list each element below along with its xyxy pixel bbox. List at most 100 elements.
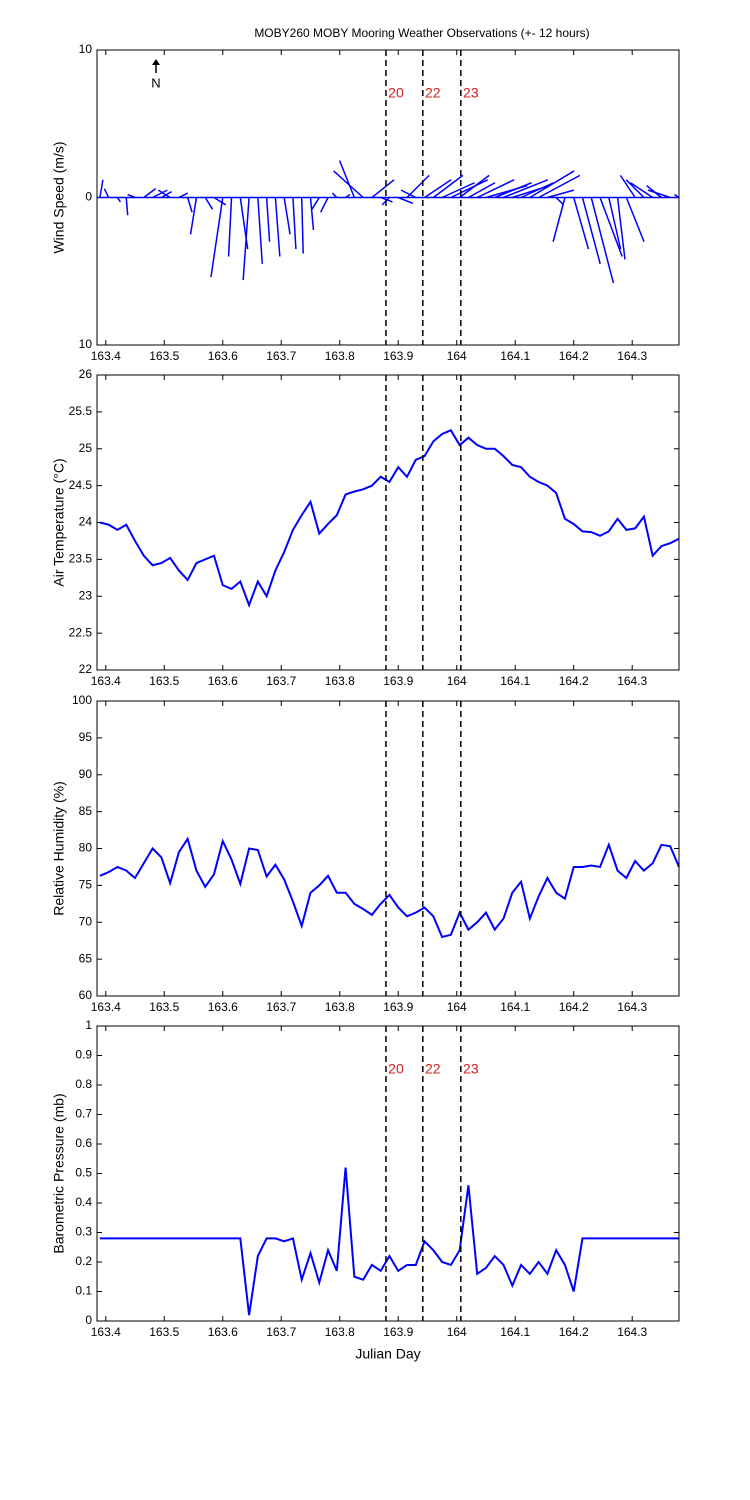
x-tick-label: 163.9	[383, 349, 413, 363]
wind-stick	[213, 196, 227, 206]
x-tick-label: 163.9	[383, 674, 413, 688]
wind-stick	[476, 179, 515, 199]
wind-stick	[468, 182, 496, 199]
wind-stick	[311, 197, 320, 210]
wind-stick	[450, 179, 489, 199]
wind-stick	[520, 182, 554, 199]
wind-stick	[274, 197, 281, 257]
wind-stick	[630, 182, 654, 199]
plot-frame	[96, 700, 680, 997]
event-label: 22	[425, 85, 441, 101]
wind-stick	[590, 197, 615, 284]
y-tick-label: 70	[79, 914, 93, 928]
y-axis-label: Wind Speed (m/s)	[51, 141, 67, 253]
x-tick-label: 163.8	[325, 1325, 355, 1339]
event-label: 23	[463, 1061, 479, 1077]
y-tick-label: 23	[79, 588, 93, 602]
wind-stick	[127, 193, 136, 199]
event-label: 23	[463, 85, 479, 101]
wind-stick	[319, 197, 329, 213]
plot-frame	[96, 374, 680, 671]
x-tick-label: 163.8	[325, 1000, 355, 1014]
y-tick-label: 24.5	[69, 478, 93, 492]
wind-stick	[459, 174, 490, 199]
y-tick-label: 24	[79, 515, 93, 529]
x-tick-label: 163.7	[266, 674, 296, 688]
x-tick-label: 163.7	[266, 1325, 296, 1339]
wind-stick	[103, 188, 110, 198]
x-tick-label: 164.1	[500, 349, 530, 363]
y-tick-label: 60	[79, 988, 93, 1002]
y-tick-label: 0.7	[75, 1107, 92, 1121]
event-label: 20	[388, 85, 404, 101]
plot-frame	[96, 49, 680, 346]
y-tick-label: 0.1	[75, 1284, 92, 1298]
north-arrow-head	[152, 59, 160, 65]
x-tick-label: 163.6	[208, 349, 238, 363]
event-label: 22	[425, 1061, 441, 1077]
x-tick-label: 163.5	[149, 1325, 179, 1339]
wind-stick	[338, 160, 356, 198]
wind-stick	[227, 197, 233, 257]
x-tick-label: 163.4	[91, 1000, 121, 1014]
x-tick-label: 164.3	[617, 674, 647, 688]
wind-stick	[210, 197, 224, 278]
wind-stick	[99, 179, 104, 198]
wind-stick	[538, 174, 581, 199]
wind-stick	[257, 197, 264, 264]
y-tick-label: 65	[79, 951, 93, 965]
y-tick-label: 22	[79, 662, 93, 676]
x-tick-label: 163.9	[383, 1000, 413, 1014]
wind-stick	[581, 197, 601, 265]
wind-stick	[619, 174, 636, 198]
wind-stick	[555, 196, 565, 206]
y-tick-label: 0.6	[75, 1136, 92, 1150]
x-tick-label: 163.7	[266, 349, 296, 363]
wind-stick	[400, 189, 417, 199]
wind-stick	[397, 196, 414, 205]
wind-stick	[116, 197, 122, 203]
y-tick-label: 25.5	[69, 404, 93, 418]
y-tick-label: 10	[79, 337, 93, 351]
x-tick-label: 164.1	[500, 1000, 530, 1014]
wind-stick	[331, 192, 338, 199]
plot-frame	[96, 1025, 680, 1322]
y-tick-label: 100	[72, 693, 92, 707]
north-label: N	[151, 75, 160, 90]
x-tick-label: 164.3	[617, 349, 647, 363]
wind-stick	[432, 174, 464, 199]
x-tick-label: 163.6	[208, 1325, 238, 1339]
y-tick-label: 85	[79, 804, 93, 818]
wind-stick	[406, 174, 430, 199]
wind-stick	[599, 197, 623, 257]
data-line	[99, 1167, 679, 1316]
y-tick-label: 1	[85, 1018, 92, 1032]
wind-stick	[572, 197, 590, 250]
wind-stick	[547, 189, 575, 199]
x-tick-label: 164.1	[500, 1325, 530, 1339]
y-tick-label: 95	[79, 730, 93, 744]
wind-stick	[503, 179, 549, 199]
y-tick-label: 0.4	[75, 1195, 92, 1209]
wind-stick	[616, 197, 626, 260]
x-tick-label: 164.2	[559, 349, 589, 363]
wind-stick	[625, 197, 645, 243]
wind-stick	[242, 197, 250, 281]
y-tick-label: 75	[79, 878, 93, 892]
x-tick-label: 163.9	[383, 1325, 413, 1339]
y-tick-label: 0.9	[75, 1048, 92, 1062]
wind-stick	[424, 179, 452, 199]
data-line	[99, 429, 680, 608]
y-tick-label: 0	[85, 1313, 92, 1327]
wind-stick	[152, 189, 168, 199]
x-tick-label: 164.2	[559, 674, 589, 688]
y-tick-label: 0.3	[75, 1225, 92, 1239]
y-tick-label: 26	[79, 367, 93, 381]
x-tick-label: 164.2	[559, 1000, 589, 1014]
wind-stick	[143, 188, 157, 199]
y-axis-label: Relative Humidity (%)	[51, 781, 67, 916]
wind-stick	[333, 170, 364, 199]
x-tick-label: 164.3	[617, 1000, 647, 1014]
